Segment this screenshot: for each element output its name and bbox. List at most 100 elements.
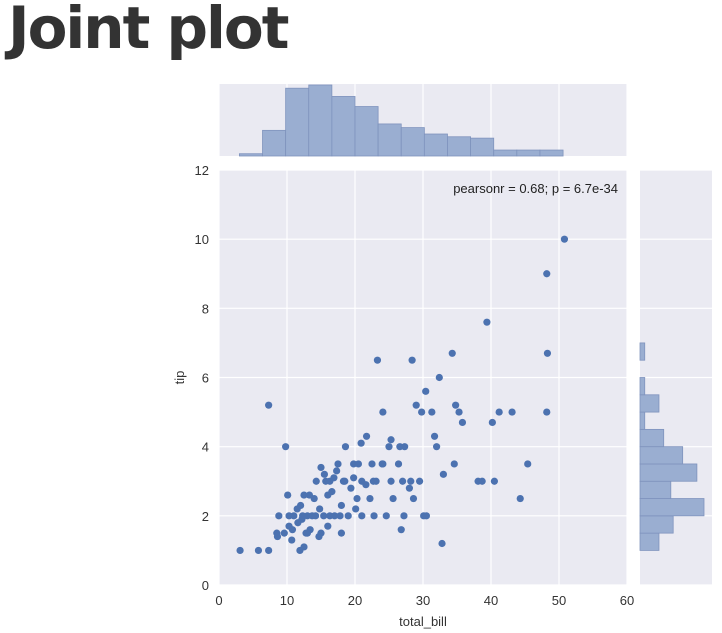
scatter-point [495, 408, 503, 416]
scatter-point [409, 494, 418, 503]
scatter-point [333, 467, 341, 475]
scatter-point [337, 529, 345, 537]
scatter-point [320, 512, 328, 520]
scatter-point [382, 512, 390, 520]
scatter-point [428, 408, 436, 416]
scatter-point [378, 460, 386, 468]
scatter-point [387, 477, 395, 485]
scatter-point [350, 474, 358, 482]
scatter-point [400, 512, 408, 520]
scatter-point [412, 401, 420, 409]
scatter-point [478, 477, 486, 485]
x-axis-label: total_bill [399, 614, 447, 629]
top-hist-bar [285, 87, 310, 157]
scatter-point [300, 543, 308, 551]
scatter-point [407, 477, 415, 485]
scatter-point [341, 477, 349, 485]
scatter-point [405, 484, 413, 492]
top-hist-bar [493, 149, 518, 157]
scatter-point [312, 477, 320, 485]
x-tick-label: 0 [215, 593, 222, 608]
scatter-point [331, 512, 339, 520]
right-hist-bar [639, 480, 672, 499]
y-tick-label: 6 [202, 371, 209, 386]
scatter-point [370, 512, 378, 520]
y-tick-label: 12 [195, 163, 209, 178]
scatter-point [430, 432, 439, 440]
page-title: Joint plot [8, 0, 289, 62]
top-hist-bar [262, 129, 287, 157]
scatter-point [396, 443, 404, 451]
scatter-point [288, 526, 297, 534]
scatter-point [337, 501, 345, 510]
scatter-point [353, 494, 361, 503]
scatter-point [290, 512, 298, 520]
scatter-point [284, 491, 292, 499]
y-tick-label: 2 [202, 509, 209, 524]
scatter-point [379, 408, 387, 416]
right-hist-bar [639, 377, 646, 396]
right-hist-bar [639, 428, 665, 448]
scatter-point [320, 470, 328, 478]
pearsonr-annotation: pearsonr = 0.68; p = 6.7e-34 [453, 181, 618, 196]
scatter-point [438, 539, 446, 548]
right-hist-bar [639, 498, 705, 517]
scatter-point [288, 536, 296, 544]
x-tick-label: 50 [552, 593, 566, 608]
scatter-point [324, 522, 332, 530]
y-tick-label: 0 [202, 578, 209, 593]
x-tick-label: 10 [280, 593, 294, 608]
scatter-point [265, 546, 273, 555]
scatter-point [394, 460, 403, 468]
x-tick-labels: 0 10 20 30 40 50 60 [215, 593, 634, 608]
scatter-point [294, 519, 302, 527]
scatter-point [317, 463, 325, 472]
right-hist-bar [639, 411, 646, 430]
scatter-point [387, 436, 395, 444]
x-tick-label: 30 [416, 593, 430, 608]
scatter-point [300, 491, 308, 499]
y-tick-label: 8 [202, 301, 209, 316]
scatter-point [334, 460, 342, 468]
scatter-point [280, 529, 288, 537]
scatter-point [508, 408, 516, 416]
y-axis-label: tip [172, 371, 187, 385]
top-hist-bar [354, 106, 379, 157]
scatter-point [455, 408, 463, 416]
scatter-point [389, 494, 397, 503]
right-hist-bar [639, 515, 674, 534]
scatter-point [317, 529, 325, 537]
top-hist-bar [400, 127, 425, 157]
scatter-point [326, 477, 334, 485]
scatter-point [448, 349, 456, 357]
right-histogram [639, 169, 712, 586]
scatter-point [452, 401, 460, 409]
scatter-point [560, 235, 569, 243]
right-hist-bar [639, 394, 660, 413]
scatter-point [344, 512, 352, 520]
scatter-point [385, 443, 393, 451]
scatter-point [433, 443, 441, 451]
scatter-point [362, 481, 370, 489]
scatter-point [358, 512, 366, 520]
y-tick-labels: 0 2 4 6 8 10 12 [195, 163, 209, 593]
x-tick-label: 60 [620, 593, 634, 608]
x-tick-label: 40 [484, 593, 498, 608]
scatter-point [366, 494, 374, 503]
scatter-point [299, 512, 307, 520]
y-tick-label: 10 [195, 232, 209, 247]
scatter-point [302, 529, 310, 537]
scatter-point [490, 477, 498, 485]
scatter-point [416, 477, 424, 485]
scatter-point [458, 418, 467, 427]
top-hist-bar [447, 136, 472, 157]
scatter-point [397, 526, 405, 534]
top-hist-bar [516, 149, 541, 157]
scatter-point [543, 270, 551, 278]
scatter-point [435, 373, 443, 382]
scatter-point [275, 512, 283, 520]
top-hist-bar [308, 84, 333, 157]
scatter-point [352, 505, 360, 513]
scatter-point [483, 318, 491, 326]
